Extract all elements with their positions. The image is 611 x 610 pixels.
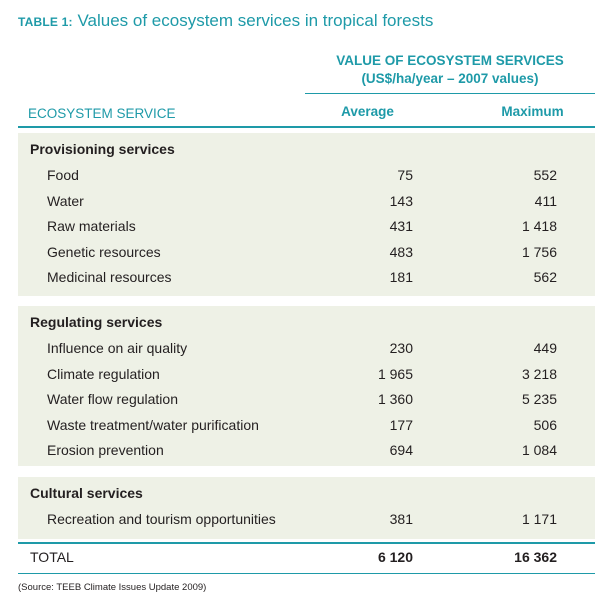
table-row: Recreation and tourism opportunities 381 1… <box>0 511 611 533</box>
section-title: Regulating services <box>30 314 163 330</box>
row-maximum: 552 <box>533 167 557 183</box>
table-row: Climate regulation 1 965 3 218 <box>0 366 611 388</box>
row-service-name: Raw materials <box>47 218 136 234</box>
row-maximum: 562 <box>533 269 557 285</box>
table-title: TABLE 1: Values of ecosystem services in… <box>18 11 433 31</box>
row-service-name: Medicinal resources <box>47 269 172 285</box>
column-header-average: Average <box>341 104 394 119</box>
total-rule <box>18 542 595 544</box>
row-average: 75 <box>397 167 413 183</box>
row-maximum: 449 <box>533 340 557 356</box>
row-maximum: 1 084 <box>521 442 557 458</box>
table-row: Medicinal resources 181 562 <box>0 269 611 291</box>
row-average: 1 360 <box>377 391 413 407</box>
row-service-name: Erosion prevention <box>47 442 164 458</box>
row-maximum: 411 <box>534 192 557 209</box>
section-band <box>18 133 595 296</box>
row-average: 177 <box>389 416 413 433</box>
row-average: 230 <box>389 340 413 356</box>
section-title: Cultural services <box>30 485 143 501</box>
total-bottom-rule <box>18 573 595 574</box>
row-service-name: Influence on air quality <box>47 340 188 356</box>
table-row: Genetic resources 483 1 756 <box>0 244 611 266</box>
value-header: VALUE OF ECOSYSTEM SERVICES (US$/ha/year… <box>305 52 595 88</box>
total-average: 6 120 <box>377 549 413 565</box>
value-header-rule <box>305 93 595 94</box>
row-average: 694 <box>389 442 413 458</box>
row-average: 381 <box>389 511 413 527</box>
section-title: Provisioning services <box>30 141 175 157</box>
row-maximum: 5 235 <box>521 391 557 407</box>
total-maximum: 16 362 <box>514 549 557 565</box>
table-row: Food 75 552 <box>0 167 611 189</box>
row-service-name: Waste treatment/water purification <box>47 416 259 433</box>
table-row: Erosion prevention 694 1 084 <box>0 442 611 464</box>
section-band <box>18 306 595 466</box>
row-service-name: Water <box>47 192 84 209</box>
section-band <box>18 477 595 539</box>
row-service-name: Recreation and tourism opportunities <box>47 511 276 527</box>
total-row: TOTAL 6 120 16 362 <box>0 549 611 569</box>
table-row: Raw materials 431 1 418 <box>0 218 611 240</box>
table-row: Water flow regulation 1 360 5 235 <box>0 391 611 413</box>
value-header-line2: (US$/ha/year – 2007 values) <box>361 71 539 86</box>
value-header-line1: VALUE OF ECOSYSTEM SERVICES <box>336 53 564 68</box>
row-maximum: 1 171 <box>521 511 557 527</box>
table-label: TABLE 1: <box>18 15 73 29</box>
row-average: 483 <box>389 243 413 260</box>
row-average: 143 <box>389 192 413 209</box>
table-row: Water 143 411 <box>0 193 611 215</box>
table-row: Waste treatment/water purification 177 506 <box>0 417 611 439</box>
row-maximum: 3 218 <box>521 365 557 382</box>
row-service-name: Climate regulation <box>47 365 160 382</box>
row-maximum: 506 <box>533 416 557 433</box>
row-average: 181 <box>389 269 413 285</box>
source-note: (Source: TEEB Climate Issues Update 2009… <box>18 582 207 593</box>
table-title-text: Values of ecosystem services in tropical… <box>77 11 434 30</box>
column-header-maximum: Maximum <box>501 104 564 119</box>
row-average: 1 965 <box>377 365 413 382</box>
row-service-name: Water flow regulation <box>47 391 178 407</box>
column-header-service: ECOSYSTEM SERVICE <box>28 106 176 121</box>
row-maximum: 1 756 <box>521 243 557 260</box>
row-service-name: Food <box>47 167 79 183</box>
row-maximum: 1 418 <box>521 218 557 234</box>
total-label: TOTAL <box>30 549 74 565</box>
row-service-name: Genetic resources <box>47 243 161 260</box>
table-row: Influence on air quality 230 449 <box>0 340 611 362</box>
header-rule <box>18 126 595 128</box>
row-average: 431 <box>389 218 413 234</box>
